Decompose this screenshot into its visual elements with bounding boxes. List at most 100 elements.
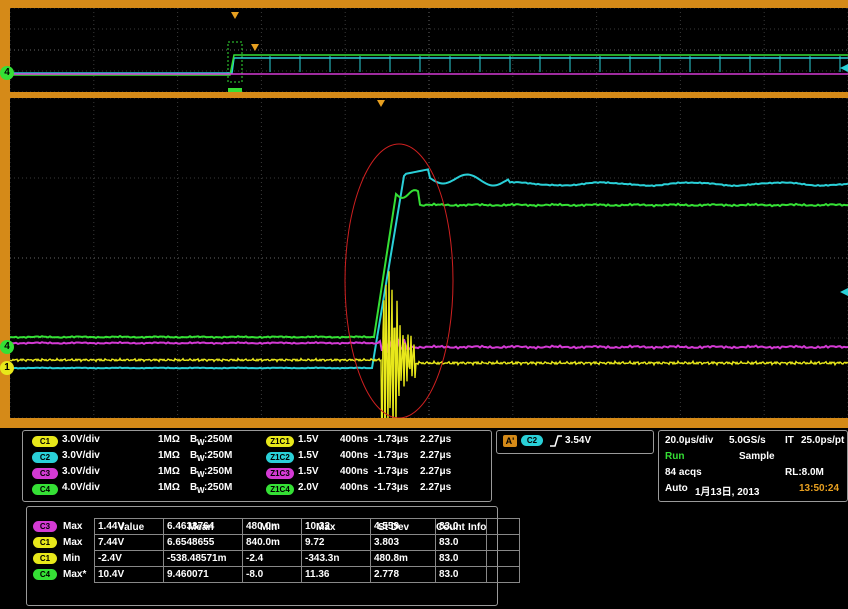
measurement-mean: 9.460071 <box>163 566 243 583</box>
record-length: RL:8.0M <box>785 467 824 478</box>
c3-zoom-badge[interactable]: Z1C3 <box>266 468 294 479</box>
c3-zoom-time: 400ns <box>340 466 369 477</box>
measurement-type: Min <box>63 553 81 565</box>
c2-zoom-time: 400ns <box>340 450 369 461</box>
measurement-min: -2.4 <box>242 550 302 567</box>
c4-volts-per-div: 4.0V/div <box>62 482 100 493</box>
c2-bandwidth: :250M <box>204 450 233 461</box>
ch2-offscreen-icon <box>840 64 848 72</box>
ch4-level-marker-main[interactable]: 4 <box>0 340 14 354</box>
rising-edge-icon <box>550 435 562 447</box>
zoom-position-marker[interactable] <box>228 88 242 92</box>
c3-zoom-start: -1.73μs <box>374 466 409 477</box>
acquisition-mode: Sample <box>739 451 775 462</box>
measurement-type: Max <box>63 537 83 549</box>
c4-zoom-end: 2.27μs <box>420 482 452 493</box>
c4-zoom-volts: 2.0V <box>298 482 319 493</box>
sample-rate: 5.0GS/s <box>729 435 766 446</box>
c4-coupling: 1MΩ <box>158 482 180 493</box>
measurement-max: -343.3n <box>301 550 371 567</box>
c1-bandwidth-label: B <box>190 434 198 445</box>
c2-volts-per-div: 3.0V/div <box>62 450 100 461</box>
c3-zoom-end: 2.27μs <box>420 466 452 477</box>
measurement-value: 7.44V <box>94 534 164 551</box>
trigger-point-marker[interactable] <box>377 100 385 107</box>
c4-bandwidth-sub: W <box>197 486 205 495</box>
measurement-max: 10.32 <box>301 518 371 535</box>
trigger-panel[interactable]: A' C2 3.54V <box>496 430 654 454</box>
measurement-max: 9.72 <box>301 534 371 551</box>
c3-badge[interactable]: C3 <box>32 468 58 479</box>
c1-zoom-volts: 1.5V <box>298 434 319 445</box>
zoom-waveform-graph <box>10 98 848 418</box>
measurement-stdev: 480.8m <box>370 550 436 567</box>
c1-bandwidth-sub: W <box>197 438 205 447</box>
c1-zoom-start: -1.73μs <box>374 434 409 445</box>
measurement-info <box>486 550 520 567</box>
c1-bandwidth: :250M <box>204 434 233 445</box>
ch2-waveform <box>10 168 848 370</box>
measurement-row[interactable]: C1 Max 7.44V 6.6548655 840.0m 9.72 3.803 83.0 <box>30 534 520 551</box>
c4-zoom-badge[interactable]: Z1C4 <box>266 484 294 495</box>
ch2-overview-trace <box>10 57 848 74</box>
ch2-offscreen-icon-main <box>840 288 848 296</box>
measurement-count: 83.0 <box>435 550 487 567</box>
c2-badge[interactable]: C2 <box>32 452 58 463</box>
c2-zoom-end: 2.27μs <box>420 450 452 461</box>
c4-bandwidth: :250M <box>204 482 233 493</box>
measurement-source-badge: C4 <box>33 568 57 580</box>
zoom-trigger-marker <box>251 44 259 51</box>
c2-coupling: 1MΩ <box>158 450 180 461</box>
overview-waveform-graph <box>10 8 848 92</box>
c1-zoom-badge[interactable]: Z1C1 <box>266 436 294 447</box>
c3-volts-per-div: 3.0V/div <box>62 466 100 477</box>
measurement-info <box>486 566 520 583</box>
measurement-info <box>486 518 520 535</box>
measurement-info <box>486 534 520 551</box>
ch4-level-marker[interactable]: 4 <box>0 66 14 80</box>
trigger-position-marker[interactable] <box>231 12 239 19</box>
measurement-source-badge: C1 <box>33 536 57 548</box>
c2-zoom-volts: 1.5V <box>298 450 319 461</box>
measurement-mean: 6.6548655 <box>163 534 243 551</box>
c3-coupling: 1MΩ <box>158 466 180 477</box>
zoom-window-box[interactable] <box>227 41 243 83</box>
measurement-row[interactable]: C1 Min -2.4V -538.48571m -2.4 -343.3n 480.8m 83… <box>30 550 520 567</box>
c1-zoom-end: 2.27μs <box>420 434 452 445</box>
measurement-row[interactable]: C4 Max* 10.4V 9.460071 -8.0 11.36 2.778 83.0 <box>30 566 520 583</box>
c3-zoom-volts: 1.5V <box>298 466 319 477</box>
it-label: IT <box>785 435 794 446</box>
measurement-type: Max <box>63 521 83 533</box>
measurement-value: 10.4V <box>94 566 164 583</box>
c2-zoom-badge[interactable]: Z1C2 <box>266 452 294 463</box>
c4-zoom-start: -1.73μs <box>374 482 409 493</box>
measurement-count: 83.0 <box>435 566 487 583</box>
measurement-value: 1.44V <box>94 518 164 535</box>
c3-bandwidth-sub: W <box>197 470 205 479</box>
trigger-level: 3.54V <box>565 435 592 446</box>
c3-bandwidth-label: B <box>190 466 198 477</box>
ch1-level-marker[interactable]: 1 <box>0 361 14 375</box>
main-waveform-screen[interactable]: 4 1 <box>0 98 848 418</box>
display-frame: 4 4 1 <box>0 0 848 428</box>
overview-waveform-screen[interactable]: 4 <box>0 8 848 92</box>
annotation-ellipse <box>344 143 454 418</box>
it-value: 25.0ps/pt <box>801 435 845 446</box>
ch4-waveform <box>10 189 848 340</box>
measurement-min: 840.0m <box>242 534 302 551</box>
trigger-source-badge: C2 <box>521 435 543 446</box>
c1-badge[interactable]: C1 <box>32 436 58 447</box>
trigger-mode: Auto <box>665 483 688 494</box>
measurement-row[interactable]: C3 Max 1.44V 6.4633764 480.0m 10.32 4.559 83.0 <box>30 518 520 535</box>
measurement-stdev: 3.803 <box>370 534 436 551</box>
c2-bandwidth-sub: W <box>197 454 205 463</box>
measurement-count: 83.0 <box>435 534 487 551</box>
c4-bandwidth-label: B <box>190 482 198 493</box>
c3-bandwidth: :250M <box>204 466 233 477</box>
acquisition-panel[interactable]: 20.0μs/div 5.0GS/s IT 25.0ps/pt Run Samp… <box>658 430 848 502</box>
ch4-overview-trace <box>10 54 848 76</box>
c1-zoom-time: 400ns <box>340 434 369 445</box>
c4-badge[interactable]: C4 <box>32 484 58 495</box>
ch1-waveform <box>10 271 848 418</box>
measurement-stdev: 2.778 <box>370 566 436 583</box>
